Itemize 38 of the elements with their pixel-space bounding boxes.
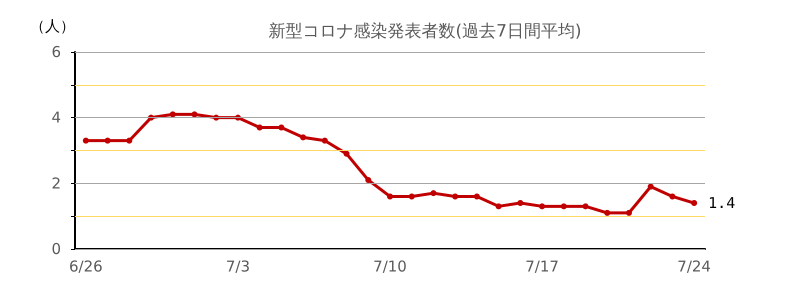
y-tick-label: 4	[51, 108, 61, 127]
point	[539, 203, 546, 210]
point	[474, 193, 480, 200]
point	[82, 138, 89, 144]
point	[126, 138, 132, 144]
y-tick-label: 2	[51, 174, 61, 192]
point	[344, 150, 350, 157]
x-tick-label: 7/3	[226, 258, 250, 276]
point	[278, 124, 284, 131]
point	[669, 193, 676, 200]
point	[365, 177, 372, 184]
point	[604, 210, 610, 216]
point	[256, 124, 263, 131]
point	[626, 210, 632, 216]
point	[430, 190, 436, 196]
chart-title: 新型コロナ感染発表者数(過去7日間平均)	[268, 22, 582, 42]
x-tick-label: 7/17	[525, 258, 559, 276]
point	[322, 138, 328, 144]
point	[452, 193, 458, 200]
y-tick-label: 0	[51, 240, 61, 258]
point	[648, 184, 654, 190]
point	[560, 203, 567, 210]
x-tick-label: 6/26	[69, 258, 103, 276]
x-tick-label: 7/24	[677, 258, 711, 276]
y-tick-label: 6	[51, 43, 61, 61]
point	[691, 200, 698, 206]
point	[517, 200, 524, 206]
y-axis-title: （人）	[30, 18, 75, 35]
point	[104, 138, 111, 144]
point	[582, 203, 589, 210]
point	[191, 111, 198, 118]
point	[387, 193, 393, 200]
point	[300, 134, 306, 140]
point	[170, 111, 176, 118]
annotation: 1.4	[708, 194, 736, 212]
x-tick-label: 7/10	[373, 258, 407, 276]
point	[408, 193, 415, 200]
point	[496, 203, 502, 210]
